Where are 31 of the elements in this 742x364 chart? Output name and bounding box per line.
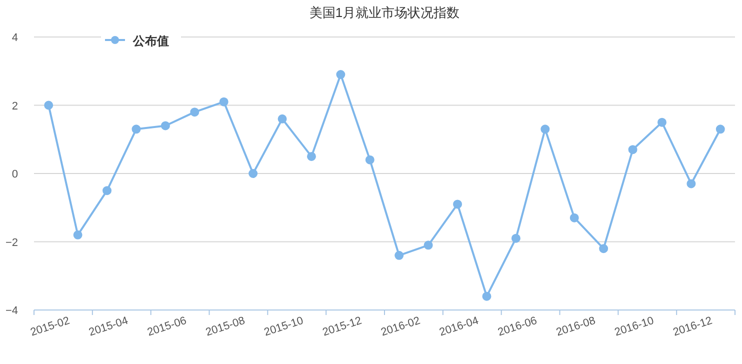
y-tick-label: −4 xyxy=(5,305,18,317)
y-tick-label: 2 xyxy=(12,100,18,112)
point xyxy=(248,169,258,178)
y-tick-label: 0 xyxy=(12,168,18,180)
point xyxy=(657,118,666,127)
point xyxy=(453,200,462,209)
point xyxy=(278,114,287,124)
point xyxy=(73,230,82,240)
point xyxy=(628,145,638,154)
y-tick-label: −2 xyxy=(5,236,18,249)
point xyxy=(394,250,404,260)
point xyxy=(511,234,520,243)
point xyxy=(190,108,200,117)
point xyxy=(716,124,725,134)
point xyxy=(102,186,112,196)
chart-title: 美国1月就业市场状况指数 xyxy=(309,5,460,20)
point xyxy=(365,155,374,164)
point xyxy=(599,244,608,254)
point xyxy=(482,292,492,301)
point xyxy=(570,213,579,222)
point xyxy=(219,97,228,106)
legend-label: 公布值 xyxy=(132,34,169,48)
point xyxy=(424,240,433,250)
point xyxy=(160,121,170,130)
point xyxy=(686,179,696,188)
point xyxy=(540,124,550,134)
point xyxy=(306,152,316,161)
y-tick-label: 4 xyxy=(12,32,18,44)
point xyxy=(44,100,54,110)
point xyxy=(336,70,346,80)
point xyxy=(132,124,141,134)
